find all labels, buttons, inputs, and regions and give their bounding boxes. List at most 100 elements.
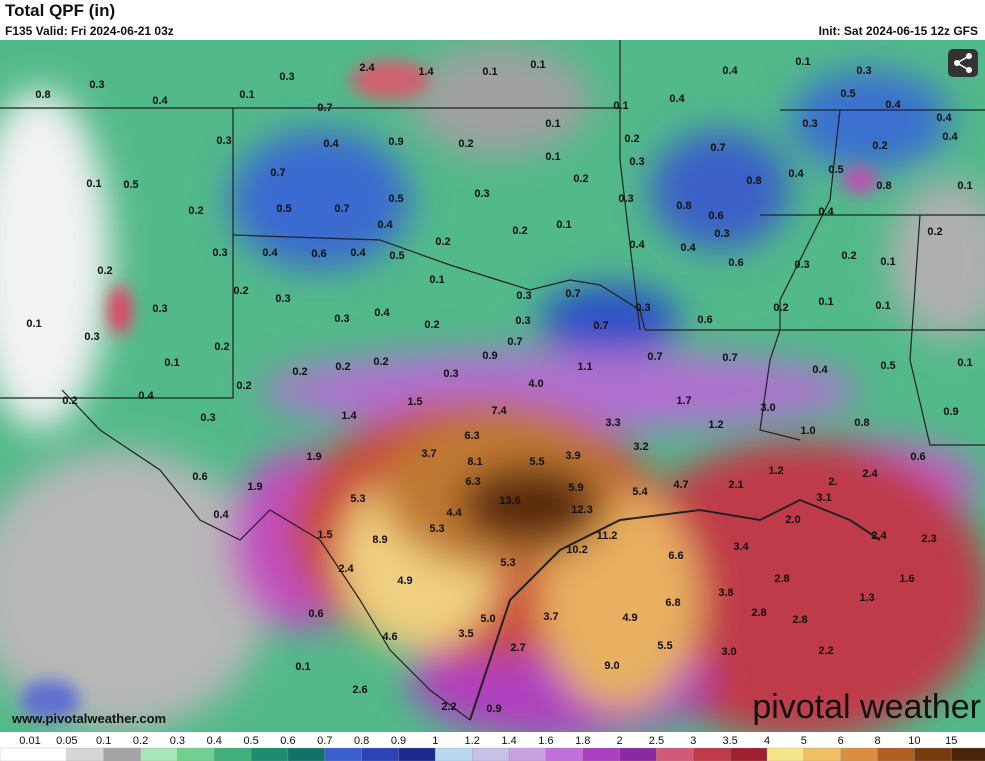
- value-label: 0.3: [200, 412, 215, 424]
- value-label: 1.4: [341, 410, 357, 422]
- value-label: 0.4: [323, 138, 339, 150]
- title: Total QPF (in): [5, 1, 115, 20]
- value-label: 0.2: [188, 205, 203, 217]
- value-label: 0.6: [311, 248, 326, 260]
- colorbar-label: 15: [945, 735, 957, 747]
- value-label: 0.8: [35, 89, 50, 101]
- value-label: 2.2: [441, 701, 456, 713]
- colorbar-label: 0.05: [56, 735, 77, 747]
- value-label: 7.4: [491, 405, 507, 417]
- colorbar-swatch: [840, 747, 878, 761]
- precip-field: [0, 40, 985, 732]
- value-label: 1.6: [899, 573, 914, 585]
- value-label: 0.3: [618, 193, 633, 205]
- value-label: 0.8: [854, 417, 869, 429]
- value-label: 5.3: [350, 493, 365, 505]
- value-label: 0.3: [275, 293, 290, 305]
- value-label: 0.3: [443, 368, 458, 380]
- value-label: 9.0: [604, 660, 619, 672]
- value-label: 0.9: [486, 703, 501, 715]
- value-label: 0.4: [722, 65, 738, 77]
- colorbar-swatch: [214, 747, 252, 761]
- value-label: 0.1: [613, 100, 628, 112]
- colorbar-label: 0.3: [170, 735, 185, 747]
- colorbar-label: 0.5: [243, 735, 258, 747]
- value-label: 2.3: [921, 533, 936, 545]
- value-label: 5.0: [480, 613, 495, 625]
- value-label: 0.1: [295, 661, 310, 673]
- value-label: 0.5: [123, 179, 138, 191]
- value-label: 0.2: [927, 226, 942, 238]
- value-label: 1.7: [676, 395, 691, 407]
- value-label: 1.2: [708, 419, 723, 431]
- value-label: 0.4: [629, 239, 645, 251]
- value-label: 6.3: [464, 430, 479, 442]
- value-label: 0.6: [910, 451, 925, 463]
- colorbar-label: 0.4: [207, 735, 222, 747]
- value-label: 0.5: [828, 164, 843, 176]
- value-label: 0.3: [802, 118, 817, 130]
- colorbar-swatch: [803, 747, 841, 761]
- value-label: 5.3: [500, 557, 515, 569]
- value-label: 0.7: [647, 351, 662, 363]
- value-label: 0.7: [334, 203, 349, 215]
- colorbar-swatch: [508, 747, 547, 761]
- value-label: 0.4: [669, 93, 685, 105]
- value-label: 6.8: [665, 597, 680, 609]
- value-label: 0.3: [856, 65, 871, 77]
- value-label: 0.8: [676, 200, 691, 212]
- value-label: 0.2: [624, 133, 639, 145]
- value-label: 0.1: [86, 178, 101, 190]
- value-label: 3.0: [721, 646, 736, 658]
- value-label: 6.3: [465, 476, 480, 488]
- value-label: 0.2: [424, 319, 439, 331]
- colorbar-swatch: [877, 747, 915, 761]
- value-label: 3.2: [633, 441, 648, 453]
- value-label: 2.2: [818, 645, 833, 657]
- colorbar-swatch: [951, 747, 985, 761]
- value-label: 2.: [828, 476, 837, 488]
- value-label: 0.1: [795, 56, 810, 68]
- value-label: 2.4: [338, 563, 354, 575]
- colorbar-label: 0.6: [280, 735, 295, 747]
- value-label: 2.6: [352, 684, 367, 696]
- value-label: 0.9: [388, 136, 403, 148]
- value-label: 2.4: [871, 530, 887, 542]
- colorbar-label: 5: [801, 735, 807, 747]
- share-button[interactable]: [948, 49, 978, 77]
- value-label: 1.5: [317, 529, 332, 541]
- value-label: 0.1: [545, 118, 560, 130]
- logo: pivotal weather: [752, 688, 981, 726]
- init-time: Init: Sat 2024-06-15 12z GFS: [819, 24, 978, 38]
- value-label: 0.9: [943, 406, 958, 418]
- value-label: 3.5: [458, 628, 473, 640]
- value-label: 0.7: [710, 142, 725, 154]
- value-label: 0.2: [236, 380, 251, 392]
- value-label: 0.2: [872, 140, 887, 152]
- value-label: 0.4: [152, 95, 168, 107]
- value-label: 2.7: [510, 642, 525, 654]
- value-label: 5.9: [568, 482, 583, 494]
- value-label: 2.4: [862, 468, 878, 480]
- value-label: 3.3: [605, 417, 620, 429]
- value-label: 0.7: [507, 336, 522, 348]
- value-label: 0.5: [840, 88, 855, 100]
- value-label: 0.2: [97, 265, 112, 277]
- value-label: 0.1: [26, 318, 41, 330]
- colorbar-swatch: [730, 747, 768, 761]
- colorbar-swatch: [324, 747, 362, 761]
- value-label: 0.4: [213, 509, 229, 521]
- value-label: 0.3: [216, 135, 231, 147]
- value-label: 1.5: [407, 396, 422, 408]
- website: www.pivotalweather.com: [11, 711, 166, 726]
- value-label: 0.7: [270, 167, 285, 179]
- value-label: 0.4: [885, 99, 901, 111]
- value-label: 0.4: [138, 390, 154, 402]
- value-label: 0.3: [334, 313, 349, 325]
- colorbar-swatch: [693, 747, 731, 761]
- colorbar-swatch: [766, 747, 804, 761]
- value-label: 0.3: [474, 188, 489, 200]
- colorbar-swatch: [361, 747, 399, 761]
- value-label: 0.1: [482, 66, 497, 78]
